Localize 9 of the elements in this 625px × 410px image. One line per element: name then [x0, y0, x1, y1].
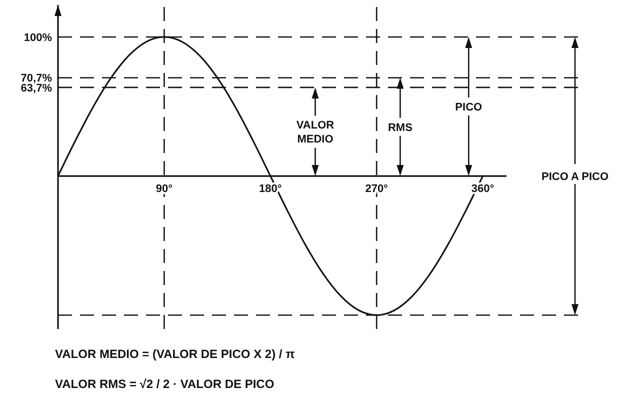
- y-tick-label: 63,7%: [20, 82, 52, 94]
- annotation: VALOR MEDIO: [296, 120, 334, 146]
- text: VALOR RMS = √2 / 2 · VALOR DE PICO: [55, 377, 274, 391]
- y-tick-label: 70,7%: [20, 72, 52, 85]
- annotation: RMS: [388, 122, 412, 134]
- y-tick-label: 100%: [24, 32, 52, 44]
- text: PICO A PICO: [541, 170, 609, 183]
- annotation: PICO: [455, 102, 483, 114]
- text: VALOR MEDIO = (VALOR DE PICO X 2) / π: [55, 347, 295, 361]
